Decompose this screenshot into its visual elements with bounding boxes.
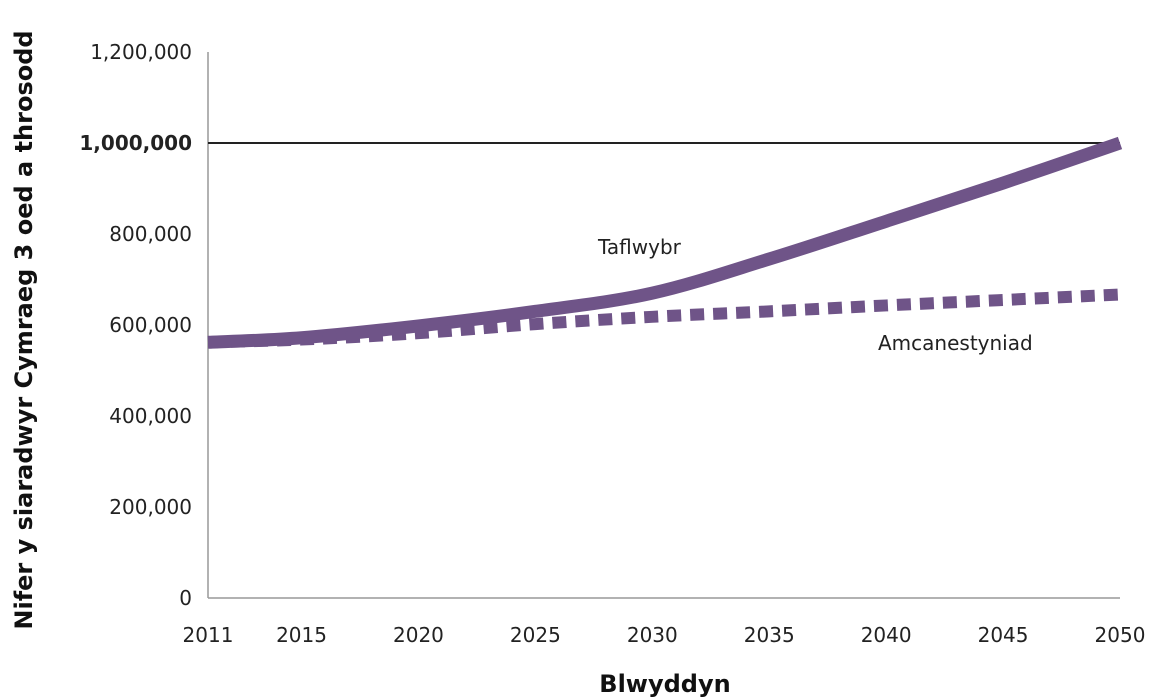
y-tick-label: 800,000 <box>109 222 192 246</box>
y-tick-label: 400,000 <box>109 404 192 428</box>
y-axis-title: Nifer y siaradwyr Cymraeg 3 oed a throso… <box>10 30 38 629</box>
x-tick-label: 2040 <box>861 623 912 647</box>
y-tick-label: 1,000,000 <box>79 131 192 155</box>
x-tick-label: 2050 <box>1095 623 1146 647</box>
annotation-taflwybr: Taflwybr <box>597 235 682 259</box>
series-group <box>207 136 1123 349</box>
x-tick-label: 2025 <box>510 623 561 647</box>
x-tick-label: 2035 <box>744 623 795 647</box>
annotation-amcanestyniad: Amcanestyniad <box>878 331 1033 355</box>
y-axis: 0 200,000 400,000 600,000 800,000 1,000,000 1,… <box>79 40 209 610</box>
y-tick-label: 600,000 <box>109 313 192 337</box>
y-tick-label: 1,200,000 <box>90 40 192 64</box>
x-tick-label: 2011 <box>183 623 234 647</box>
y-tick-label: 200,000 <box>109 495 192 519</box>
x-tick-label: 2045 <box>978 623 1029 647</box>
x-tick-label: 2030 <box>627 623 678 647</box>
x-axis: 2011 2015 2020 2025 2030 2035 2040 2045 2050 <box>183 597 1146 647</box>
x-axis-title: Blwyddyn <box>599 670 730 698</box>
series-line-amcanestyniad <box>207 288 1121 349</box>
y-tick-label: 0 <box>179 586 192 610</box>
x-tick-label: 2020 <box>393 623 444 647</box>
x-tick-label: 2015 <box>276 623 327 647</box>
